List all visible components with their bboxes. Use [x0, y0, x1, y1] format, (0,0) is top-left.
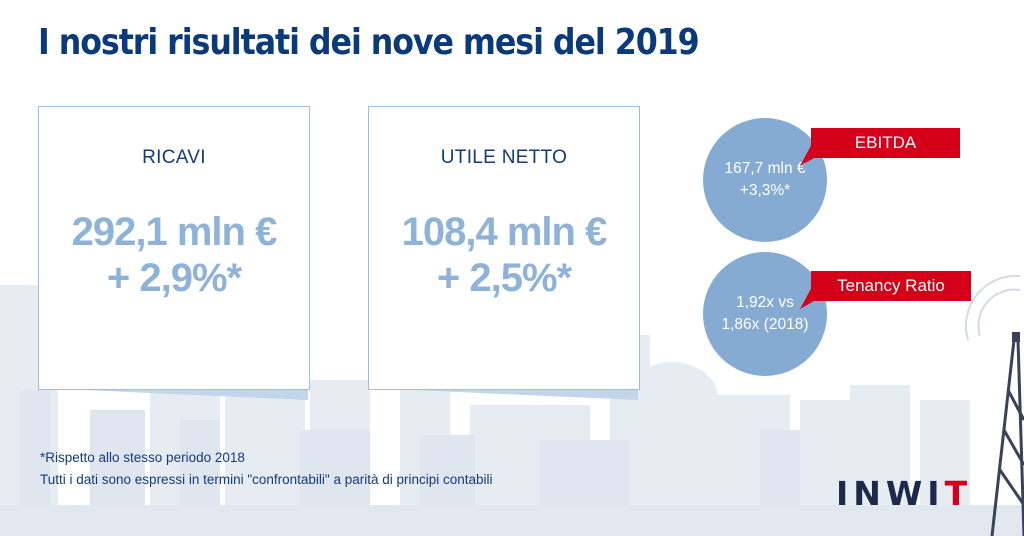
ebitda-change: +3,3%* — [739, 182, 791, 199]
card-label: RICAVI — [142, 147, 206, 168]
inwit-logo: INWIT — [836, 474, 972, 513]
utile-netto-card: UTILE NETTO 108,4 mln € + 2,5%* — [368, 106, 640, 390]
tag-pointer — [800, 283, 814, 309]
logo-text: INWI — [836, 474, 945, 513]
card-tail-decoration — [368, 388, 638, 400]
antenna-tower-icon — [965, 274, 1024, 536]
card-value-amount: 108,4 mln € — [401, 210, 608, 254]
card-value-amount: 292,1 mln € — [71, 210, 278, 254]
footnote-comparison: *Rispetto allo stesso periodo 2018 — [40, 450, 245, 465]
page-title: I nostri risultati dei nove mesi del 201… — [38, 22, 700, 63]
card-tail-decoration — [38, 388, 308, 400]
ebitda-circle: 167,7 mln € +3,3%* — [703, 118, 827, 242]
tenancy-ratio-comparison: 1,86x (2018) — [721, 316, 809, 333]
tenancy-ratio-value: 1,92x vs — [736, 294, 794, 311]
ebitda-tag: EBITDA — [811, 128, 960, 158]
card-value-change: + 2,5%* — [436, 256, 572, 300]
tag-pointer — [800, 140, 814, 166]
tenancy-ratio-tag: Tenancy Ratio — [811, 271, 971, 301]
logo-accent-letter: T — [944, 474, 973, 513]
ricavi-card: RICAVI 292,1 mln € + 2,9%* — [38, 106, 310, 390]
ebitda-value: 167,7 mln € — [724, 160, 806, 177]
tenancy-ratio-circle: 1,92x vs 1,86x (2018) — [703, 252, 827, 376]
card-label: UTILE NETTO — [440, 147, 568, 168]
footnote-accounting: Tutti i dati sono espressi in termini "c… — [40, 472, 493, 487]
card-value: 108,4 mln € + 2,5%* — [369, 209, 639, 301]
card-value: 292,1 mln € + 2,9%* — [39, 209, 309, 301]
card-value-change: + 2,9%* — [106, 256, 242, 300]
